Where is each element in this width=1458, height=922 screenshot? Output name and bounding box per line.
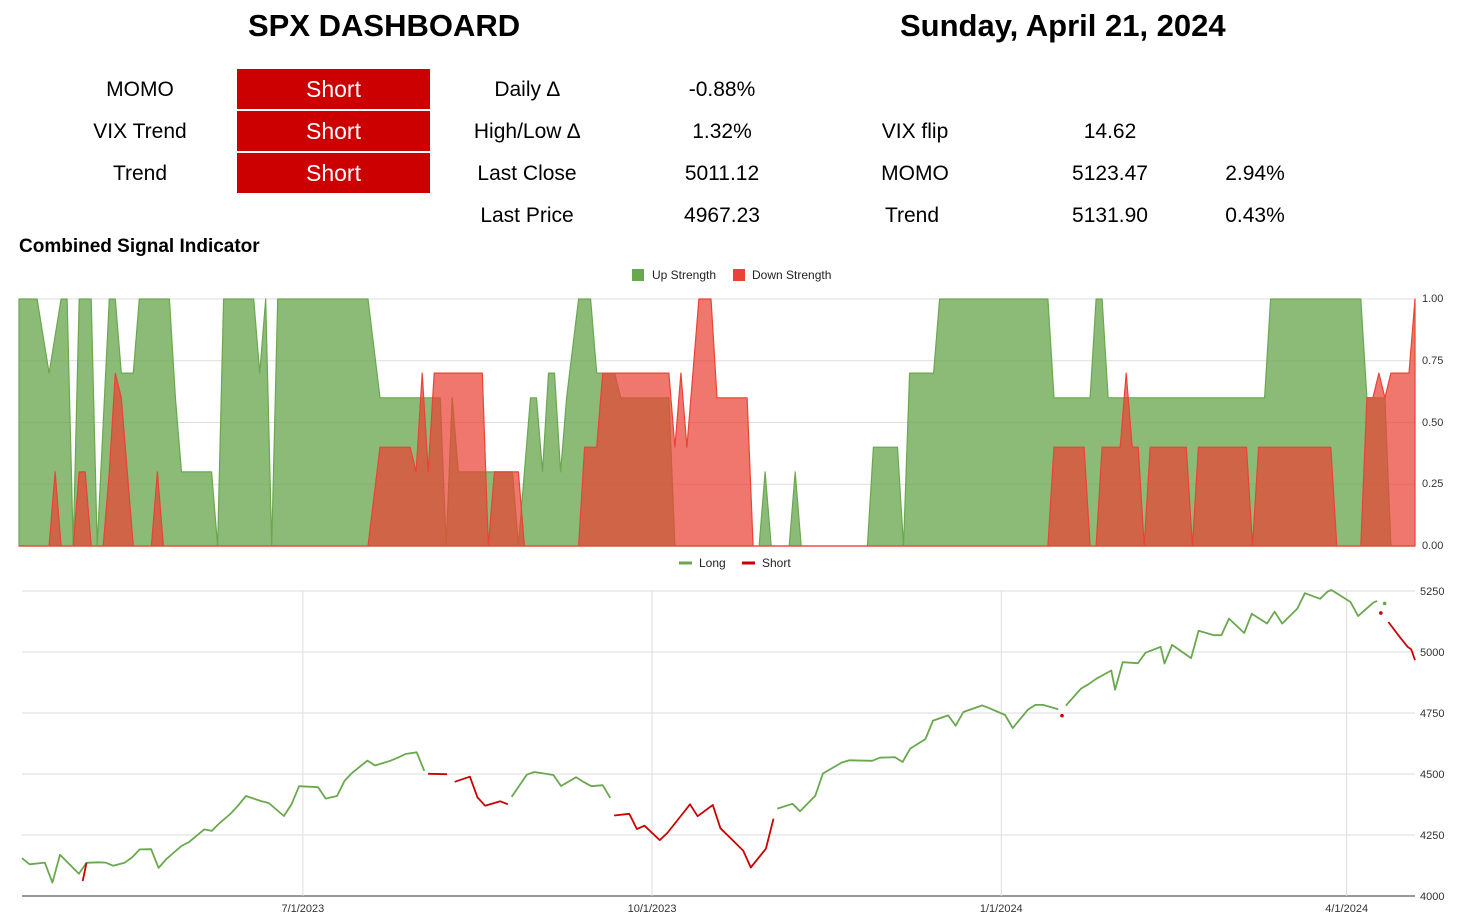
stat-value-high-low: 1.32% — [692, 120, 752, 143]
line-y-tick: 4750 — [1420, 708, 1444, 720]
short-segment — [81, 862, 88, 882]
line-y-tick: 5000 — [1420, 647, 1444, 659]
line-x-tick: 4/1/2024 — [1325, 903, 1368, 915]
line-y-tick: 4250 — [1420, 830, 1444, 842]
area-series — [18, 298, 1416, 547]
line-x-tick: 1/1/2024 — [980, 903, 1023, 915]
long-segment — [1065, 589, 1378, 707]
level-value-vix-flip: 14.62 — [1083, 120, 1137, 143]
area-y-tick: 0.50 — [1422, 417, 1443, 429]
stat-label-daily: Daily ∆ — [494, 78, 560, 101]
line-x-tick: 7/1/2023 — [281, 903, 324, 915]
short-segment — [1379, 611, 1383, 615]
legend-label-long: Long — [699, 556, 726, 570]
legend-label-short: Short — [762, 556, 791, 570]
area-y-tick: 1.00 — [1422, 293, 1443, 305]
stat-value-daily: -0.88% — [688, 78, 756, 101]
line-series — [21, 589, 1416, 884]
stat-value-last-close: 5011.12 — [684, 162, 760, 185]
area-y-axis: 1.00 0.75 0.50 0.25 0.00 — [1422, 293, 1443, 552]
level-value-trend: 5131.90 — [1072, 204, 1148, 227]
short-segment — [613, 803, 775, 869]
spx-price-chart: Long Short 5250 5000 4750 4500 4250 4000 7/1/2… — [21, 556, 1444, 915]
line-y-tick: 5250 — [1420, 586, 1444, 598]
area-y-tick: 0.25 — [1422, 478, 1443, 490]
signal-label-momo: MOMO — [106, 78, 174, 101]
legend-label-down: Down Strength — [752, 268, 831, 282]
stat-label-last-price: Last Price — [480, 204, 574, 227]
short-segment — [1060, 713, 1064, 718]
stat-label-last-close: Last Close — [477, 162, 577, 185]
level-value-momo: 5123.47 — [1072, 162, 1148, 185]
line-y-tick: 4000 — [1420, 891, 1444, 903]
area-y-tick: 0.00 — [1422, 540, 1443, 552]
dashboard-title: SPX DASHBOARD — [248, 8, 521, 43]
level-pct-trend: 0.43% — [1225, 204, 1285, 227]
short-segment — [454, 775, 509, 807]
legend-label-up: Up Strength — [652, 268, 716, 282]
area-legend: Up Strength Down Strength — [632, 268, 831, 282]
signal-value-trend: Short — [237, 153, 430, 193]
long-segment — [1382, 601, 1387, 606]
dashboard-date: Sunday, April 21, 2024 — [900, 8, 1226, 43]
level-pct-momo: 2.94% — [1225, 162, 1285, 185]
legend-swatch-up — [632, 269, 644, 281]
section-title: Combined Signal Indicator — [19, 236, 260, 257]
level-label-trend: Trend — [884, 204, 940, 227]
combined-signal-chart: Up Strength Down Strength 1.00 0.75 0.50… — [18, 268, 1443, 552]
line-axes: 5250 5000 4750 4500 4250 4000 7/1/2023 10/1/202… — [281, 586, 1444, 915]
line-gridlines — [22, 590, 1415, 897]
line-legend: Long Short — [679, 556, 791, 570]
level-label-momo: MOMO — [881, 162, 949, 185]
long-segment — [21, 751, 426, 884]
signal-label-trend: Trend — [112, 162, 168, 185]
down-strength-area — [18, 298, 1416, 547]
line-x-tick: 10/1/2023 — [628, 903, 677, 915]
long-segment — [777, 703, 1059, 813]
long-segment — [510, 771, 612, 799]
level-label-vix-flip: VIX flip — [881, 120, 949, 143]
signal-value-vix-trend: Short — [237, 111, 430, 151]
line-y-tick: 4500 — [1420, 769, 1444, 781]
signal-label-vix-trend: VIX Trend — [93, 120, 187, 143]
short-segment — [1387, 621, 1416, 661]
stat-value-last-price: 4967.23 — [684, 204, 760, 227]
area-y-tick: 0.75 — [1422, 355, 1443, 367]
legend-swatch-down — [733, 269, 745, 281]
stat-label-high-low: High/Low ∆ — [473, 120, 581, 143]
signal-value-momo: Short — [237, 69, 430, 109]
